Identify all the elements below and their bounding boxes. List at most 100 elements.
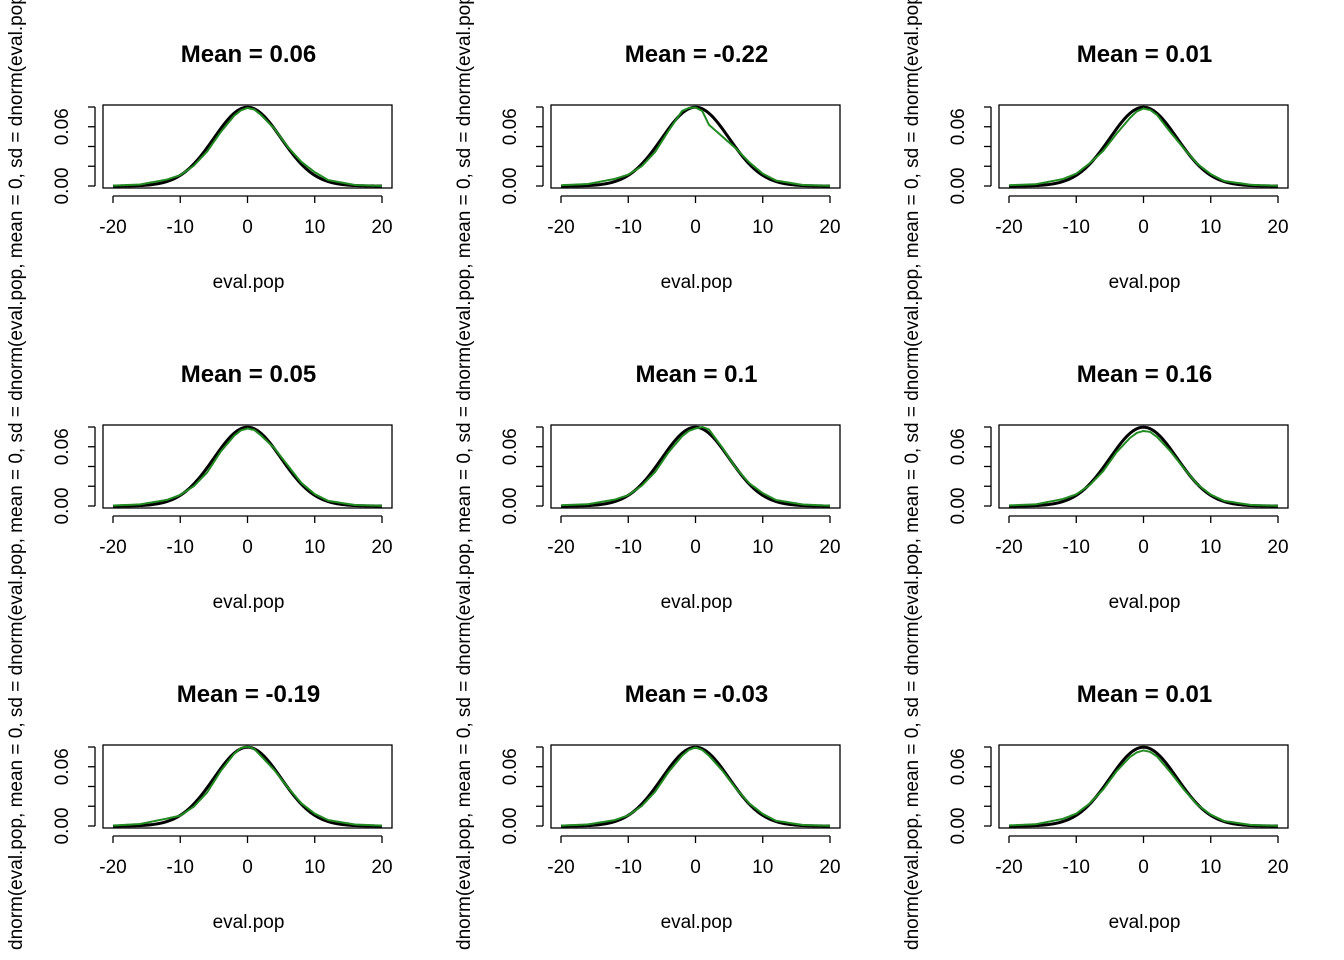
normal-density-line [113,425,382,508]
x-axis-label: eval.pop [661,272,733,293]
simulated-density-line [560,106,831,187]
y-tick-label: 0.06 [500,108,521,145]
y-tick-label: 0.06 [52,428,73,465]
simulated-density-line [1008,749,1279,827]
simulated-density-line [1008,107,1279,187]
x-tick-label: 10 [1200,537,1221,558]
x-tick-label: 0 [242,857,253,878]
x-tick-label: 20 [1267,537,1288,558]
x-tick-label: -10 [167,217,194,238]
panel-title: Mean = -0.19 [177,681,320,708]
panel-5: Mean = 0.1 -20 -10 0 10 20 eval.pop 0.00 0.06 [500,361,841,613]
simulated-density-line [112,427,383,507]
plot-box [998,744,1289,829]
normal-density-line [113,745,382,828]
simulated-density-line [560,746,831,827]
normal-density-line [113,105,382,188]
x-tick-label: 10 [752,857,773,878]
x-tick-label: 10 [304,217,325,238]
x-axis-label: eval.pop [213,592,285,613]
x-tick-label: -20 [995,857,1022,878]
panel-title: Mean = 0.05 [181,361,316,388]
x-tick-label: 0 [1138,217,1149,238]
panel-title: Mean = 0.16 [1077,361,1212,388]
y-tick-label: 0.00 [500,168,521,205]
x-tick-label: 0 [242,217,253,238]
y-tick-label: 0.00 [948,808,969,845]
x-tick-label: -20 [547,217,574,238]
panel-title: Mean = 0.06 [181,41,316,68]
plot-box [998,104,1289,189]
normal-density-line [1009,105,1278,188]
x-tick-label: 20 [1267,217,1288,238]
x-tick-label: -20 [995,537,1022,558]
normal-density-line [1009,425,1278,508]
normal-density-line [561,105,830,188]
x-tick-label: 10 [304,537,325,558]
x-tick-label: -10 [167,857,194,878]
x-tick-label: 0 [690,217,701,238]
normal-density-line [561,745,830,828]
x-tick-label: 20 [371,857,392,878]
panel-8: Mean = -0.03 -20 -10 0 10 20 eval.pop 0.00 0.06 [500,681,841,933]
y-tick-label: 0.00 [52,168,73,205]
plot-box [102,424,393,509]
x-tick-label: 20 [819,857,840,878]
x-axis-label: eval.pop [213,912,285,933]
panel-9: Mean = 0.01 -20 -10 0 10 20 eval.pop 0.00 0.06 [948,681,1289,933]
y-tick-label: 0.06 [500,428,521,465]
x-tick-label: -10 [615,217,642,238]
y-tick-label: 0.06 [948,428,969,465]
plot-box [998,424,1289,509]
panel-1: Mean = 0.06 -20 -10 0 10 20 eval.pop 0.00 0.06 [52,41,393,293]
panel-title: Mean = -0.22 [625,41,768,68]
x-tick-label: -10 [167,537,194,558]
x-tick-label: 0 [690,857,701,878]
x-tick-label: 10 [1200,857,1221,878]
x-tick-label: -20 [547,857,574,878]
x-tick-label: -20 [99,857,126,878]
y-tick-label: 0.06 [948,748,969,785]
simulated-density-line [1008,429,1279,507]
x-tick-label: 0 [242,537,253,558]
plot-box [550,104,841,189]
panel-2: Mean = -0.22 -20 -10 0 10 20 eval.pop 0.00 0.06 [500,41,841,293]
x-tick-label: -20 [547,537,574,558]
panel-title: Mean = 0.01 [1077,681,1212,708]
y-tick-label: 0.00 [948,488,969,525]
plot-box [550,744,841,829]
panel-title: Mean = -0.03 [625,681,768,708]
panel-7: Mean = -0.19 -20 -10 0 10 20 eval.pop 0.00 0.06 [52,681,393,933]
panel-3: Mean = 0.01 -20 -10 0 10 20 eval.pop 0.00 0.06 [948,41,1289,293]
panel-title: Mean = 0.1 [635,361,757,388]
simulated-density-line [560,425,831,507]
simulated-density-line [112,106,383,187]
x-axis-label: eval.pop [661,912,733,933]
x-tick-label: -10 [1063,857,1090,878]
x-axis-label: eval.pop [1109,272,1181,293]
x-axis-label: eval.pop [1109,912,1181,933]
x-tick-label: 20 [819,537,840,558]
x-tick-label: 0 [1138,537,1149,558]
y-tick-label: 0.00 [500,488,521,525]
x-tick-label: -10 [615,857,642,878]
plot-box [102,104,393,189]
x-tick-label: 20 [1267,857,1288,878]
x-axis-label: eval.pop [213,272,285,293]
x-tick-label: -10 [1063,217,1090,238]
x-tick-label: -20 [99,217,126,238]
y-tick-label: 0.00 [948,168,969,205]
x-tick-label: 10 [1200,217,1221,238]
x-tick-label: -10 [615,537,642,558]
x-tick-label: 10 [752,217,773,238]
x-tick-label: 10 [752,537,773,558]
panel-title: Mean = 0.01 [1077,41,1212,68]
normal-density-line [561,425,830,508]
y-axis-label-col-1: dnorm(eval.pop, mean = 0, sd = dnorm(eva… [6,0,27,950]
y-tick-label: 0.00 [52,488,73,525]
y-tick-label: 0.00 [52,808,73,845]
x-tick-label: 0 [690,537,701,558]
normal-density-line [1009,745,1278,828]
plot-box [102,744,393,829]
